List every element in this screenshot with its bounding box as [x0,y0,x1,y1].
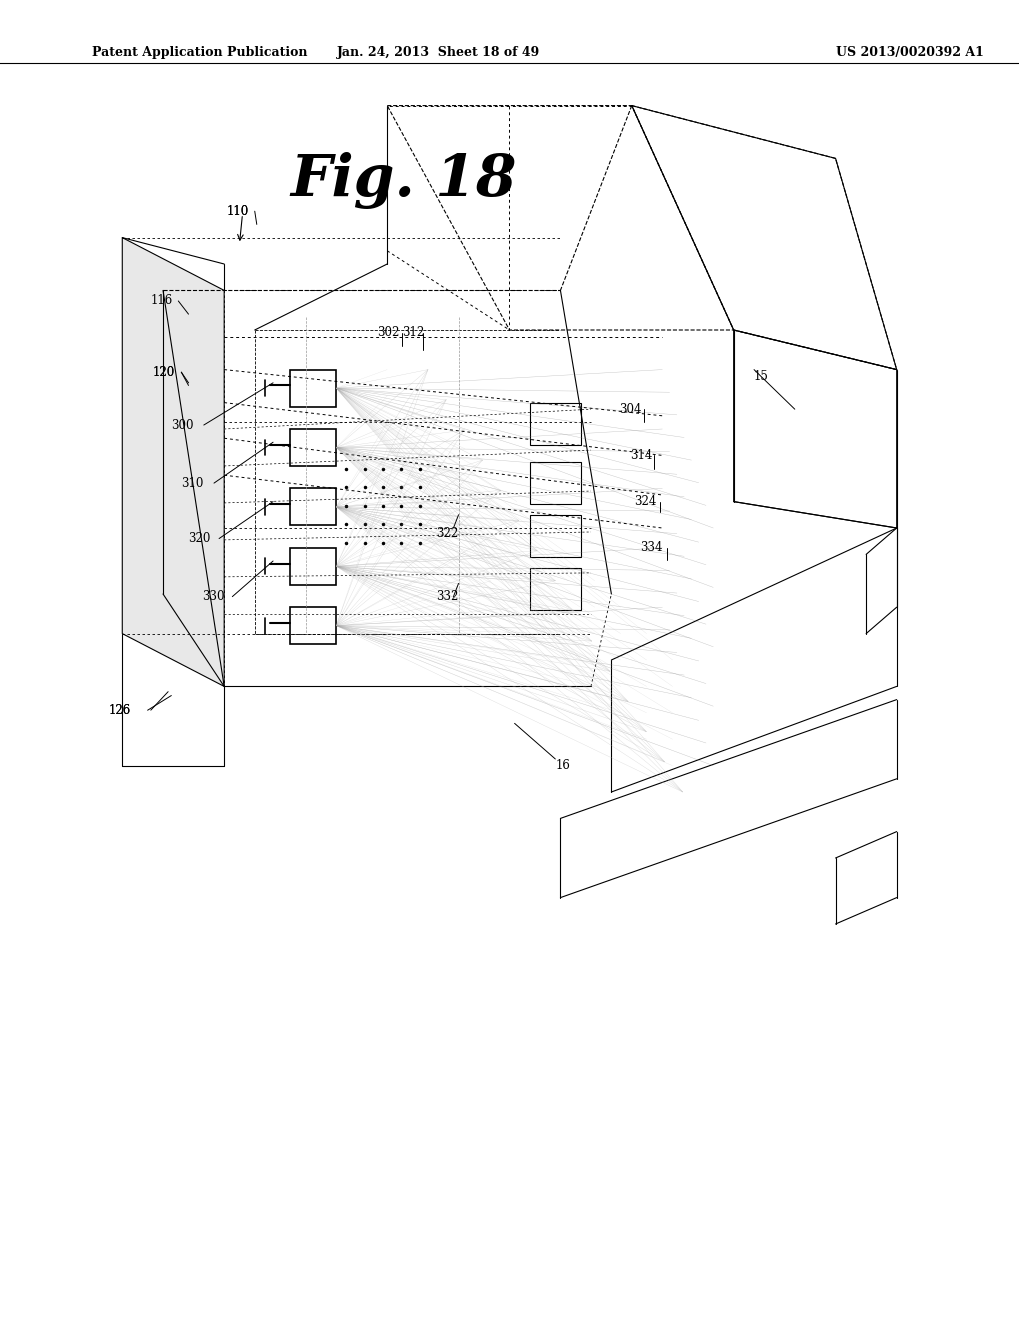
Text: 16: 16 [555,759,570,772]
Polygon shape [291,488,336,525]
Text: 116: 116 [151,294,173,308]
Text: 330: 330 [202,590,224,603]
Text: US 2013/0020392 A1: US 2013/0020392 A1 [836,46,983,59]
Text: 322: 322 [436,527,459,540]
Polygon shape [529,462,581,504]
Polygon shape [529,515,581,557]
Text: 302: 302 [377,326,399,339]
Text: 304: 304 [620,403,642,416]
Text: 120: 120 [153,366,175,379]
Text: 120: 120 [153,366,175,379]
Polygon shape [122,238,224,686]
Text: Jan. 24, 2013  Sheet 18 of 49: Jan. 24, 2013 Sheet 18 of 49 [337,46,540,59]
Text: 312: 312 [402,326,425,339]
Text: Fig. 18: Fig. 18 [291,152,517,209]
Text: 324: 324 [634,495,656,508]
Polygon shape [529,568,581,610]
Polygon shape [291,607,336,644]
Text: 15: 15 [754,370,769,383]
Text: Patent Application Publication: Patent Application Publication [92,46,307,59]
Text: 332: 332 [436,590,459,603]
Text: 126: 126 [109,704,131,717]
Polygon shape [291,370,336,407]
Text: 110: 110 [226,205,249,218]
Polygon shape [291,429,336,466]
Polygon shape [291,548,336,585]
Polygon shape [529,403,581,445]
Text: 300: 300 [171,418,194,432]
Text: 314: 314 [630,449,652,462]
Text: 310: 310 [181,477,204,490]
Text: 126: 126 [109,704,131,717]
Text: 334: 334 [640,541,663,554]
Text: 110: 110 [226,205,249,218]
Text: 320: 320 [188,532,211,545]
